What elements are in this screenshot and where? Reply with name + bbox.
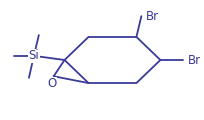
Text: Br: Br: [146, 10, 160, 23]
Text: Si: Si: [29, 49, 39, 62]
Text: Br: Br: [188, 54, 201, 66]
Text: O: O: [47, 78, 56, 90]
